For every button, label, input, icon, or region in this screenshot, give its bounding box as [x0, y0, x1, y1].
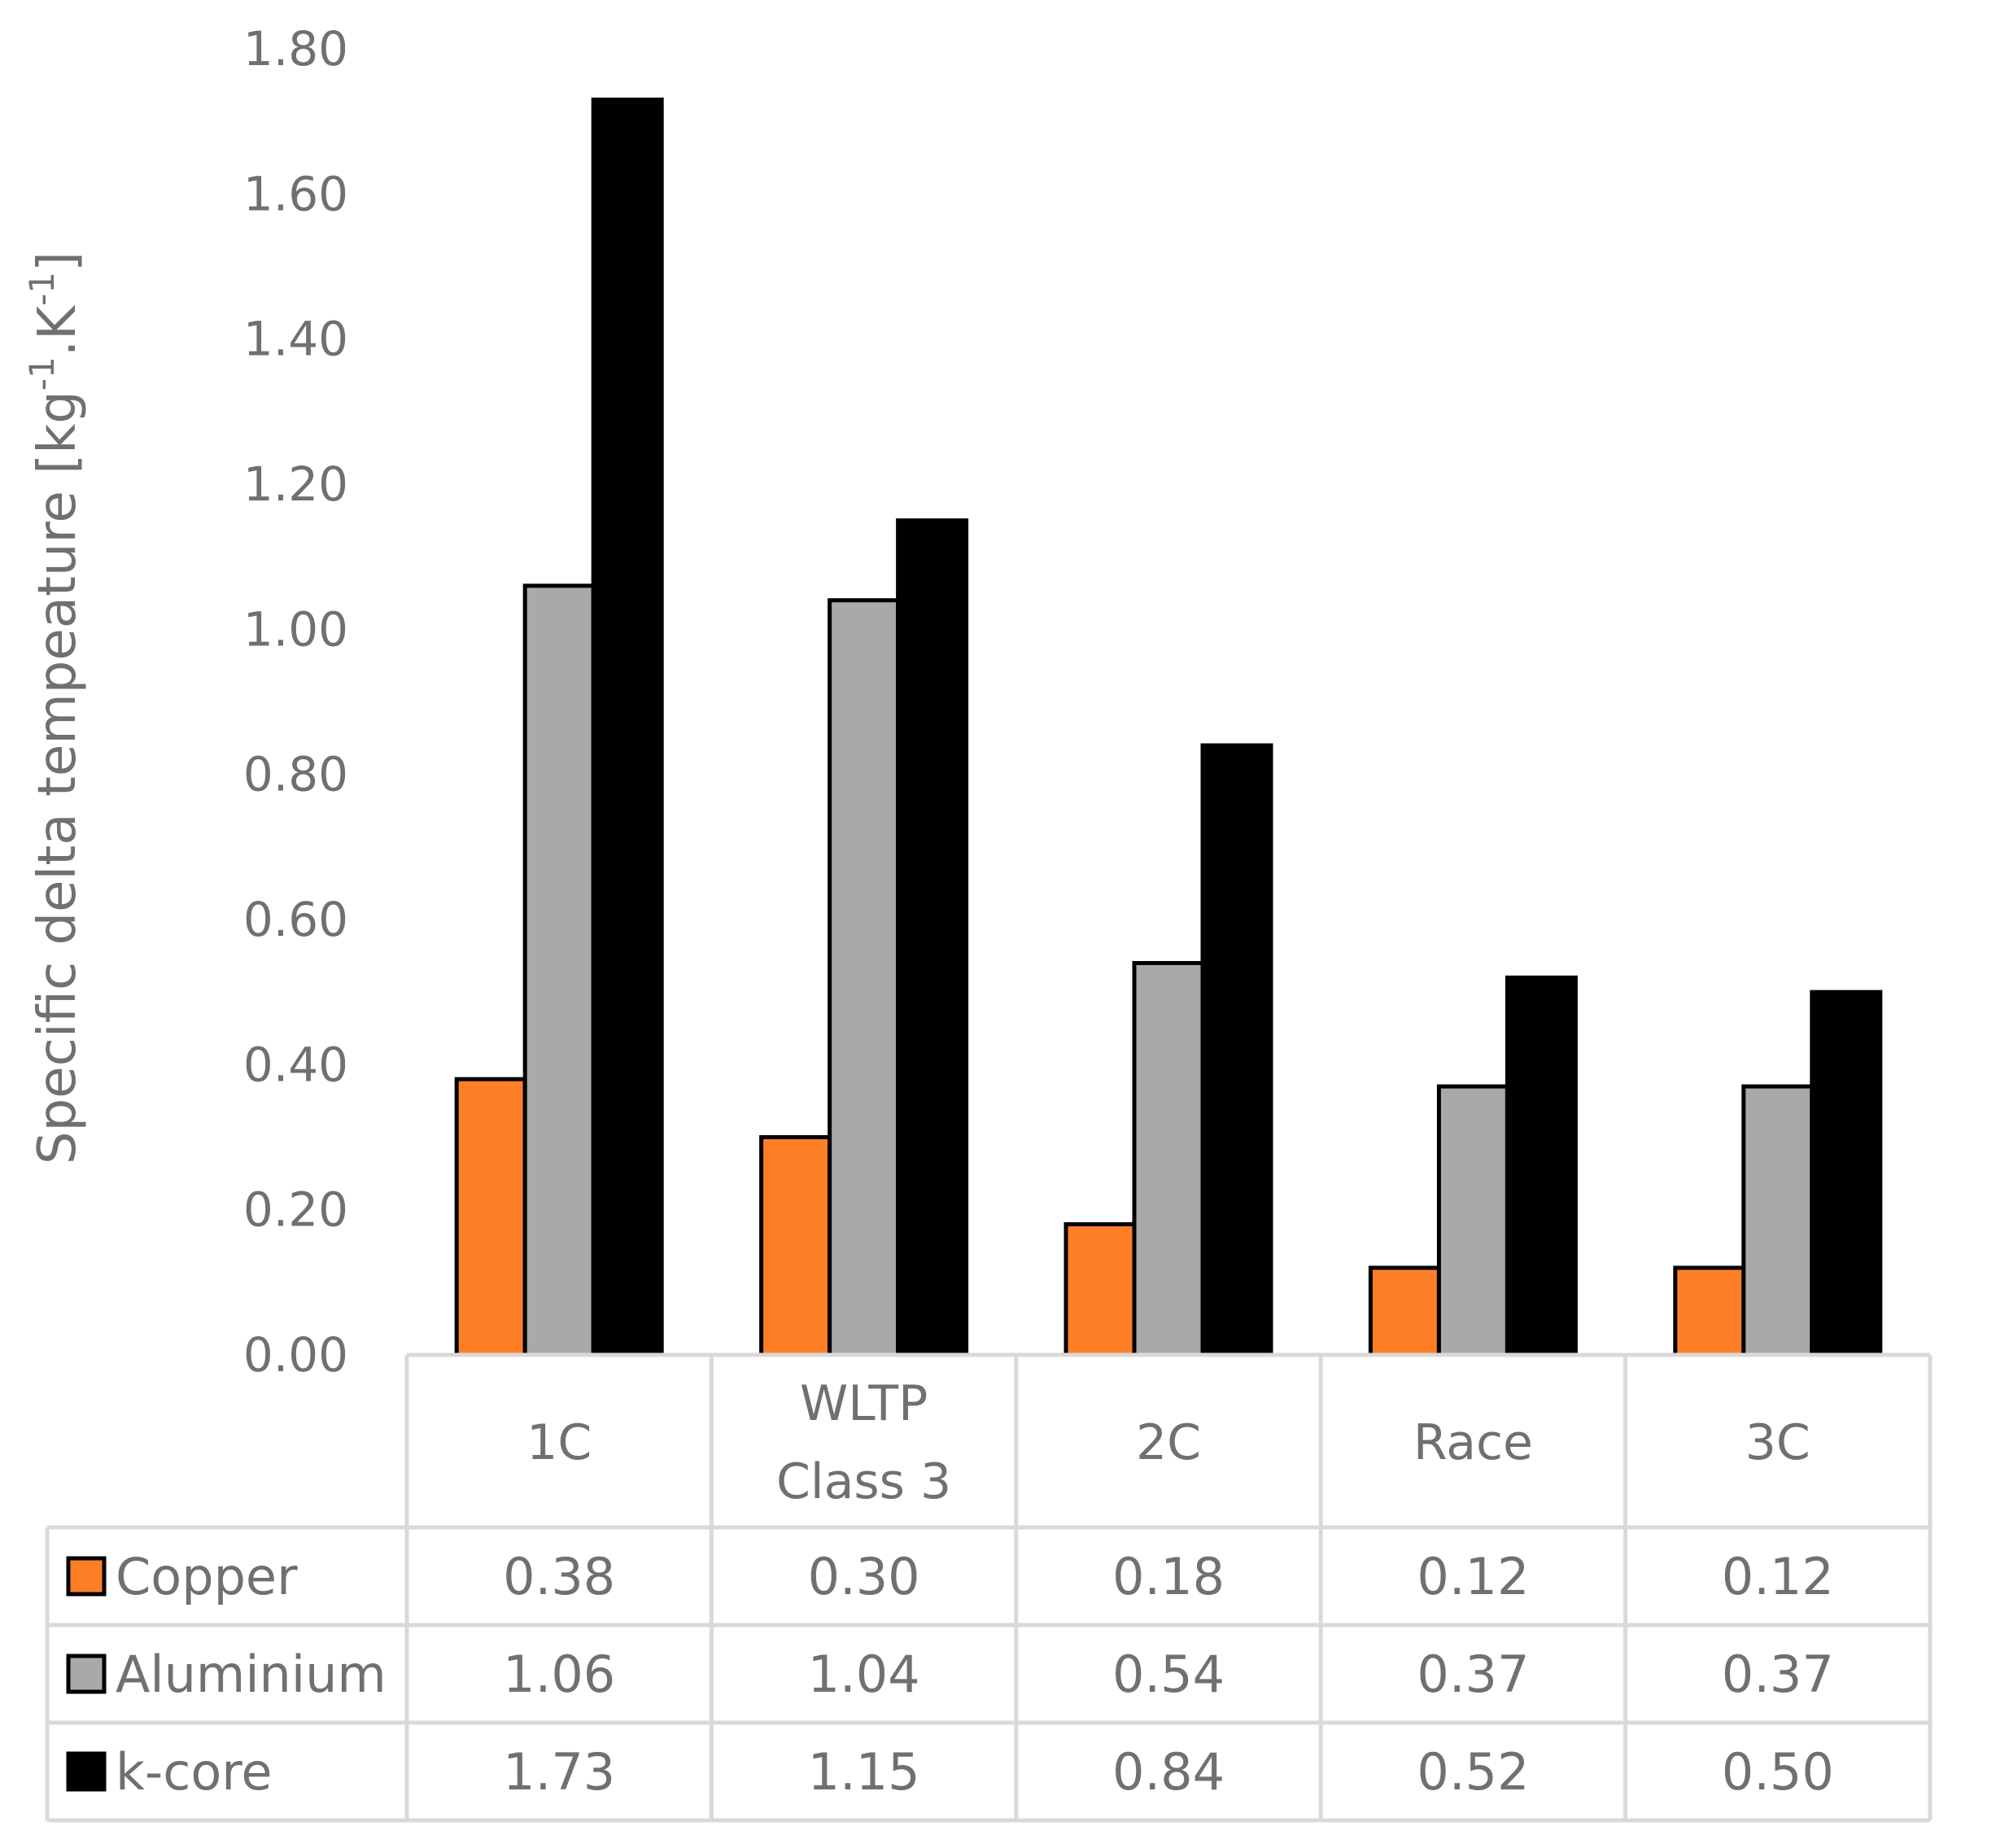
data-table-cell: 0.54	[1112, 1645, 1225, 1704]
data-table-cell: 0.37	[1417, 1645, 1529, 1704]
data-table-cell: 1.15	[808, 1742, 920, 1802]
bar-aluminium	[828, 598, 901, 1357]
bar-k-core	[591, 97, 664, 1357]
bar-aluminium	[522, 583, 596, 1357]
bar-copper	[1064, 1222, 1137, 1357]
y-title-sup2: -1	[22, 272, 62, 306]
bar-copper	[1368, 1265, 1441, 1357]
legend-label-copper: Copper	[116, 1547, 298, 1606]
y-tick-label: 0.20	[243, 1182, 348, 1238]
y-axis-ticks: 0.00 0.20 0.40 0.60 0.80 1.00 1.20 1.40 1.60 1.80	[243, 21, 348, 1383]
bar-copper	[759, 1135, 832, 1357]
bar-k-core	[1200, 743, 1273, 1357]
category-label: 1C	[526, 1414, 592, 1471]
data-table-grid	[45, 1352, 1933, 1823]
data-table-cell: 0.84	[1112, 1742, 1225, 1802]
legend-swatch-copper	[66, 1556, 107, 1597]
y-tick-label: 1.40	[243, 312, 348, 367]
y-axis-title: Specific delta tempeature [kg-1.K-1]	[22, 251, 88, 1164]
bar-aluminium	[1132, 961, 1205, 1357]
data-table-cell: 0.12	[1722, 1547, 1834, 1606]
category-label: 3C	[1745, 1414, 1810, 1471]
bar-aluminium	[1741, 1084, 1815, 1357]
bar-k-core	[1505, 975, 1578, 1357]
y-tick-label: 0.60	[243, 892, 348, 947]
data-table-cell: 0.37	[1722, 1645, 1834, 1704]
y-title-end: ]	[28, 251, 88, 272]
bar-copper	[1673, 1265, 1746, 1357]
y-tick-label: 0.00	[243, 1327, 348, 1383]
legend-swatch-aluminium	[66, 1654, 107, 1694]
data-table-cell: 0.50	[1722, 1742, 1834, 1802]
y-tick-label: 1.00	[243, 601, 348, 657]
bar-copper	[454, 1077, 527, 1357]
data-table-cell: 1.06	[503, 1645, 615, 1704]
data-table-cell: 1.73	[503, 1742, 615, 1802]
category-labels: 1C WLTP Class 3 2C Race 3C	[526, 1375, 1810, 1510]
y-title-base: Specific delta tempeature [kg	[28, 391, 88, 1164]
data-table-cell: 0.52	[1417, 1742, 1529, 1802]
data-table-cell: 0.12	[1417, 1547, 1529, 1606]
y-tick-label: 1.20	[243, 457, 348, 512]
bar-k-core	[1810, 990, 1883, 1357]
y-title-sup1: -1	[22, 356, 62, 391]
data-table-cell: 0.18	[1112, 1547, 1225, 1606]
legend-label-aluminium: Aluminium	[116, 1645, 387, 1704]
legend-swatch-k-core	[66, 1751, 107, 1792]
legend-label-k-core: k-core	[116, 1742, 273, 1802]
y-tick-label: 0.80	[243, 747, 348, 802]
category-label: Class 3	[776, 1453, 951, 1510]
y-title-mid: .K	[28, 304, 88, 356]
bars	[454, 97, 1883, 1357]
y-tick-label: 0.40	[243, 1037, 348, 1092]
y-tick-label: 1.60	[243, 166, 348, 221]
category-label: WLTP	[800, 1375, 928, 1432]
category-label: Race	[1413, 1414, 1533, 1471]
data-table-cell: 0.38	[503, 1547, 615, 1606]
data-table-cell: 0.30	[808, 1547, 920, 1606]
category-label: 2C	[1136, 1414, 1201, 1471]
bar-k-core	[896, 518, 969, 1357]
bar-aluminium	[1436, 1084, 1509, 1357]
legend: Copper Aluminium k-core	[66, 1547, 387, 1802]
data-table-cell: 1.04	[808, 1645, 920, 1704]
data-table-values: 0.38 0.30 0.18 0.12 0.12 1.06 1.04 0.54 0.37 0.37…	[503, 1547, 1834, 1802]
y-tick-label: 1.80	[243, 21, 348, 76]
